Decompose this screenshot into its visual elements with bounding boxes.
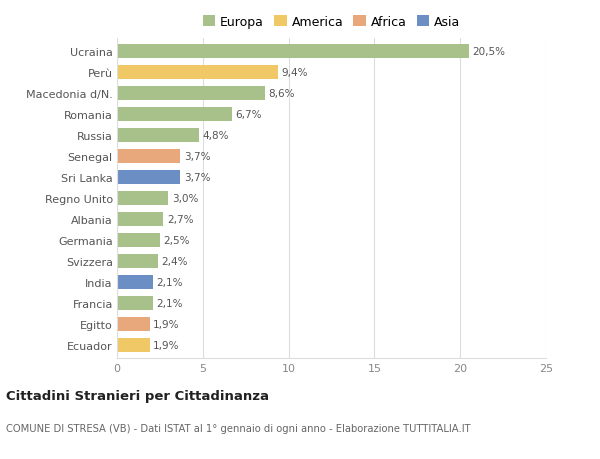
Bar bbox=[117, 171, 181, 185]
Text: 9,4%: 9,4% bbox=[282, 67, 308, 78]
Text: 2,1%: 2,1% bbox=[157, 278, 183, 287]
Bar bbox=[117, 150, 181, 163]
Text: 2,1%: 2,1% bbox=[157, 298, 183, 308]
Bar bbox=[117, 213, 163, 226]
Bar bbox=[117, 297, 153, 310]
Text: 2,5%: 2,5% bbox=[163, 235, 190, 246]
Text: 3,7%: 3,7% bbox=[184, 173, 211, 183]
Bar bbox=[117, 129, 199, 142]
Text: 2,7%: 2,7% bbox=[167, 214, 193, 224]
Bar bbox=[117, 192, 169, 205]
Text: 1,9%: 1,9% bbox=[153, 341, 179, 350]
Bar bbox=[117, 45, 469, 58]
Text: COMUNE DI STRESA (VB) - Dati ISTAT al 1° gennaio di ogni anno - Elaborazione TUT: COMUNE DI STRESA (VB) - Dati ISTAT al 1°… bbox=[6, 424, 470, 433]
Bar bbox=[117, 108, 232, 121]
Text: 3,7%: 3,7% bbox=[184, 151, 211, 162]
Text: 8,6%: 8,6% bbox=[268, 89, 295, 99]
Text: Cittadini Stranieri per Cittadinanza: Cittadini Stranieri per Cittadinanza bbox=[6, 389, 269, 403]
Bar bbox=[117, 339, 149, 352]
Legend: Europa, America, Africa, Asia: Europa, America, Africa, Asia bbox=[200, 13, 463, 31]
Text: 3,0%: 3,0% bbox=[172, 194, 198, 203]
Text: 4,8%: 4,8% bbox=[203, 130, 229, 140]
Text: 6,7%: 6,7% bbox=[235, 110, 262, 119]
Text: 20,5%: 20,5% bbox=[472, 47, 505, 56]
Bar bbox=[117, 276, 153, 289]
Text: 1,9%: 1,9% bbox=[153, 319, 179, 330]
Bar bbox=[117, 66, 278, 79]
Text: 2,4%: 2,4% bbox=[161, 257, 188, 267]
Bar bbox=[117, 87, 265, 101]
Bar bbox=[117, 255, 158, 269]
Bar bbox=[117, 318, 149, 331]
Bar bbox=[117, 234, 160, 247]
